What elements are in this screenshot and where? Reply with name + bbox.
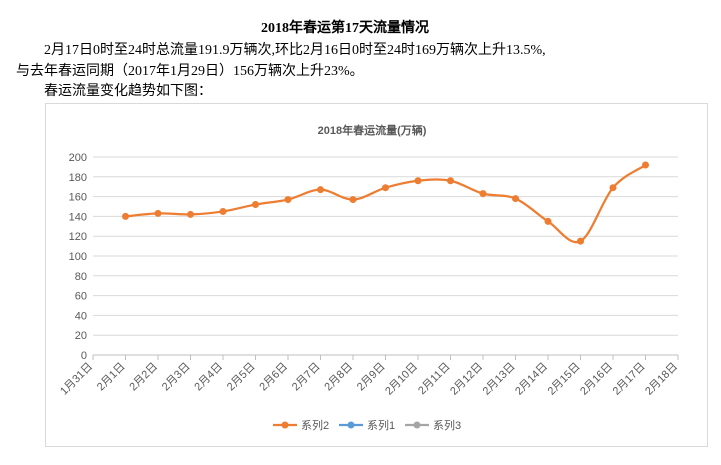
data-point bbox=[382, 184, 389, 192]
data-point bbox=[252, 201, 259, 209]
data-point bbox=[187, 210, 194, 218]
y-tick-label: 180 bbox=[69, 172, 87, 184]
y-tick-label: 200 bbox=[69, 152, 87, 164]
y-tick-label: 160 bbox=[69, 192, 87, 204]
paragraph-line: 2月17日0时至24时总流量191.9万辆次,环比2月16日0时至24时169万… bbox=[44, 42, 546, 58]
legend-label: 系列1 bbox=[367, 418, 395, 432]
legend-marker bbox=[413, 421, 421, 429]
data-point bbox=[154, 209, 162, 217]
y-tick-label: 60 bbox=[75, 291, 87, 303]
data-point bbox=[512, 195, 519, 203]
chart-frame bbox=[45, 103, 708, 447]
data-point bbox=[219, 207, 227, 215]
legend-marker bbox=[347, 421, 355, 429]
y-tick-label: 40 bbox=[75, 310, 87, 322]
y-tick-label: 80 bbox=[75, 271, 87, 283]
y-tick-label: 120 bbox=[69, 231, 87, 243]
data-point bbox=[544, 217, 552, 225]
legend-label: 系列2 bbox=[301, 418, 329, 432]
doc-title: 2018年春运第17天流量情况 bbox=[261, 19, 429, 36]
data-point bbox=[609, 184, 617, 192]
data-point bbox=[479, 190, 487, 198]
legend-marker bbox=[281, 421, 289, 429]
data-point bbox=[642, 161, 649, 169]
data-point bbox=[447, 177, 454, 185]
data-point bbox=[414, 177, 422, 185]
chart-title: 2018年春运流量(万辆) bbox=[318, 123, 427, 137]
y-tick-label: 0 bbox=[81, 350, 87, 362]
paragraph-line: 与去年春运同期（2017年1月29日）156万辆次上升23%。 bbox=[16, 63, 364, 79]
data-point bbox=[317, 186, 324, 194]
y-tick-label: 140 bbox=[69, 211, 87, 223]
data-point bbox=[284, 196, 292, 204]
paragraph-line: 春运流量变化趋势如下图： bbox=[44, 83, 212, 99]
data-point bbox=[577, 237, 584, 245]
legend-label: 系列3 bbox=[433, 418, 461, 432]
y-tick-label: 100 bbox=[69, 251, 87, 263]
data-point bbox=[349, 196, 357, 204]
y-tick-label: 20 bbox=[75, 330, 87, 342]
data-point bbox=[122, 212, 129, 220]
